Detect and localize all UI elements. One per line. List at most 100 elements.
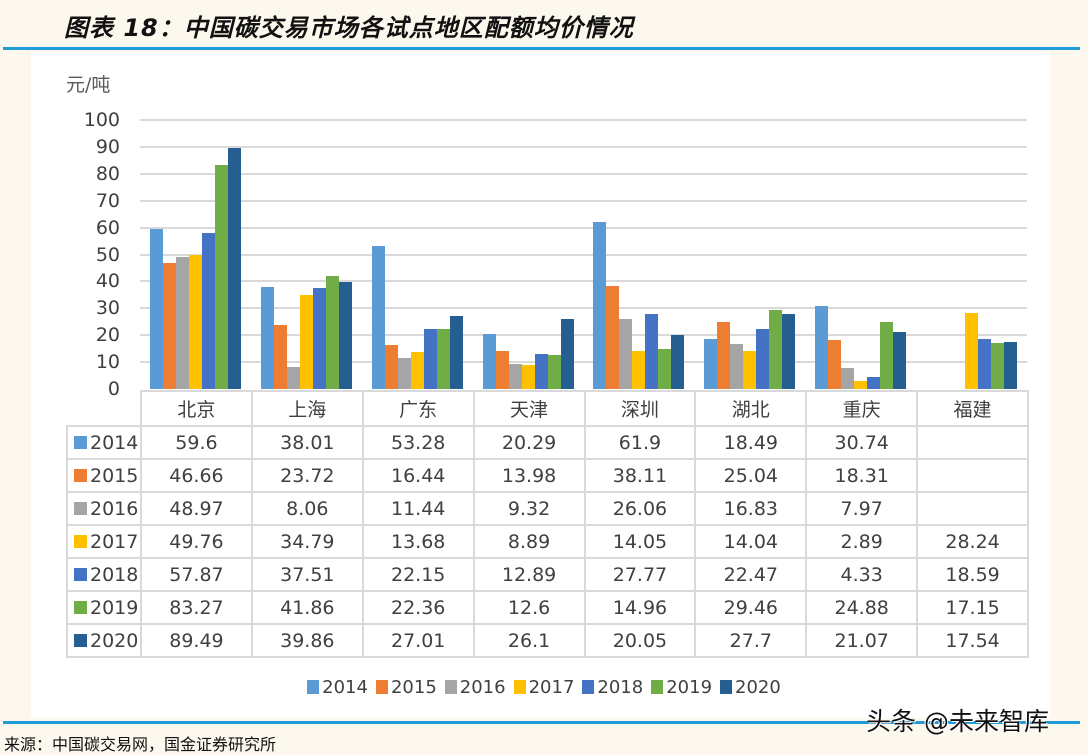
- legend-label: 2019: [666, 677, 713, 698]
- chart-legend: 2014 2015 2016 2017 2018 2019 2020: [0, 677, 1088, 698]
- bar-2018-6: [867, 377, 881, 389]
- y-tick-label: 80: [95, 162, 120, 185]
- series-name: 2014: [90, 431, 139, 454]
- table-cell: 2.89: [805, 524, 919, 559]
- table-cell: 14.96: [583, 590, 697, 625]
- table-corner: [67, 391, 142, 427]
- bar-2018-7: [978, 338, 992, 389]
- table-cell: 27.01: [361, 623, 475, 658]
- table-cell: 38.11: [583, 458, 697, 493]
- table-cell: 4.33: [805, 557, 919, 592]
- legend-swatch-icon: [720, 680, 733, 694]
- bar-2020-7: [1004, 341, 1018, 389]
- table-cell: 18.49: [694, 425, 808, 460]
- title-rule: [3, 47, 1080, 50]
- table-cell: 26.06: [583, 491, 697, 526]
- bar-2019-5: [769, 309, 783, 389]
- table-cell: 17.54: [916, 623, 1029, 658]
- table-cell: [916, 491, 1029, 526]
- bar-2019-4: [658, 348, 672, 389]
- y-tick-label: 90: [95, 135, 120, 158]
- table-cell: 8.89: [472, 524, 586, 559]
- table-cell: 8.06: [250, 491, 364, 526]
- table-row: 2015 46.66 23.72 16.44 13.98 38.11 25.04 18.31: [66, 458, 1029, 493]
- category-header: 上海: [250, 390, 364, 427]
- bar-2020-3: [560, 318, 574, 389]
- table-cell: 26.1: [472, 623, 586, 658]
- bar-2015-5: [717, 321, 731, 389]
- y-tick-label: 30: [95, 297, 120, 320]
- gridline: [140, 226, 1027, 229]
- table-cell: 25.04: [694, 458, 808, 493]
- bar-2016-6: [841, 367, 855, 389]
- bar-2020-6: [893, 332, 907, 389]
- legend-item: 2020: [720, 677, 781, 698]
- bar-2016-0: [175, 257, 189, 389]
- table-cell: 14.05: [583, 524, 697, 559]
- table-cell: 13.68: [361, 524, 475, 559]
- table-row: 2014 59.6 38.01 53.28 20.29 61.9 18.49 30.74: [66, 425, 1029, 460]
- table-cell: 34.79: [250, 524, 364, 559]
- category-header: 天津: [472, 390, 586, 427]
- table-cell: 59.6: [140, 425, 253, 460]
- bar-2020-0: [227, 148, 241, 389]
- y-tick-label: 0: [107, 378, 120, 400]
- bar-2016-1: [286, 367, 300, 389]
- bar-2014-3: [482, 334, 496, 389]
- table-cell: 11.44: [361, 491, 475, 526]
- table-cell: 16.44: [361, 458, 475, 493]
- legend-label: 2018: [597, 677, 644, 698]
- footer-rule: [3, 721, 1080, 724]
- y-tick-label: 20: [95, 324, 120, 347]
- gridline: [140, 119, 1027, 121]
- gridline: [140, 307, 1027, 310]
- legend-label: 2014: [322, 677, 368, 698]
- bar-2015-1: [273, 325, 287, 389]
- data-table: 北京 上海 广东 天津 深圳 湖北 重庆 福建 2014 59.6 38.01 53.28 20.29 6…: [66, 390, 1029, 658]
- table-cell: 17.15: [916, 590, 1029, 625]
- source-note: 来源：中国碳交易网，国金证券研究所: [4, 735, 277, 754]
- table-cell: [916, 458, 1029, 493]
- table-cell: 12.89: [472, 557, 586, 592]
- legend-item: 2019: [651, 677, 712, 698]
- series-row-label: 2014: [66, 425, 142, 460]
- table-cell: 41.86: [250, 590, 364, 625]
- table-cell: 23.72: [250, 458, 364, 493]
- category-header: 广东: [361, 390, 475, 427]
- bar-2018-5: [756, 328, 770, 389]
- bar-2017-1: [299, 295, 313, 389]
- bar-2017-2: [410, 352, 424, 389]
- table-cell: 83.27: [140, 590, 253, 625]
- y-tick-label: 50: [95, 243, 120, 266]
- bar-2019-2: [436, 328, 450, 389]
- bar-2014-5: [704, 339, 718, 389]
- y-tick-label: 10: [95, 351, 120, 374]
- legend-swatch-icon: [375, 680, 388, 694]
- table-cell: 7.97: [805, 491, 919, 526]
- table-row: 2017 49.76 34.79 13.68 8.89 14.05 14.04 2.89 28.…: [66, 524, 1029, 559]
- y-tick-label: 40: [95, 270, 120, 293]
- legend-label: 2015: [390, 677, 437, 698]
- table-cell: 37.51: [250, 557, 364, 592]
- bar-2017-3: [521, 365, 535, 389]
- category-header: 湖北: [694, 390, 808, 427]
- legend-label: 2016: [459, 677, 506, 698]
- legend-item: 2016: [444, 677, 506, 698]
- table-cell: 12.6: [472, 590, 586, 625]
- bar-2019-1: [325, 276, 339, 389]
- table-cell: 20.05: [583, 623, 697, 658]
- table-cell: 27.7: [694, 623, 808, 658]
- table-row: 2016 48.97 8.06 11.44 9.32 26.06 16.83 7.97: [66, 491, 1029, 526]
- bar-2014-0: [149, 228, 163, 389]
- bar-2019-3: [547, 355, 561, 389]
- bar-2019-7: [991, 342, 1005, 389]
- legend-item: 2015: [375, 677, 437, 698]
- bar-2017-4: [632, 351, 646, 389]
- bar-2016-3: [508, 363, 522, 389]
- bar-2017-0: [188, 255, 202, 389]
- gridline: [140, 172, 1027, 175]
- watermark: 头条 @未来智库: [866, 707, 1049, 736]
- figure-title: 图表 18：中国碳交易市场各试点地区配额均价情况: [64, 14, 634, 42]
- table-cell: 21.07: [805, 623, 919, 658]
- bar-2014-4: [593, 222, 607, 389]
